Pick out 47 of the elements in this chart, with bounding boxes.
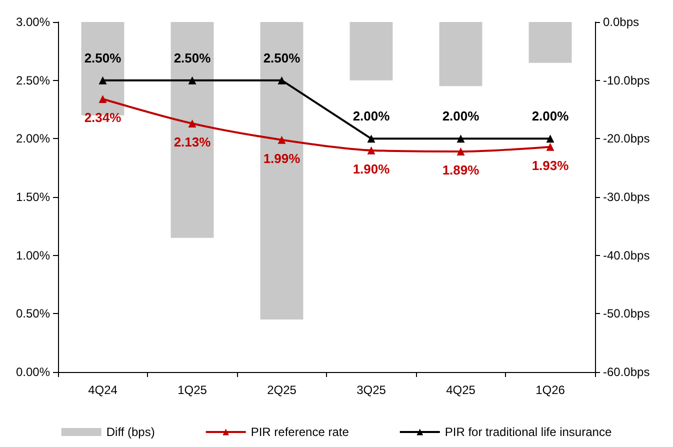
point xyxy=(188,120,196,128)
data-label: 2.00% xyxy=(532,108,570,124)
point xyxy=(546,142,554,151)
y2-tick-label: -40.0bps xyxy=(603,248,650,262)
y-tick-label: 0.50% xyxy=(16,306,50,321)
point xyxy=(188,76,196,84)
y2-tick-label: 0.0bps xyxy=(603,15,640,29)
legend-label: Diff (bps) xyxy=(106,425,155,439)
point xyxy=(98,95,107,103)
point xyxy=(278,76,286,84)
data-label: 1.99% xyxy=(263,150,301,166)
x-tick-label: 3Q25 xyxy=(356,383,386,397)
data-label: 1.89% xyxy=(442,162,480,178)
y-tick-label: 2.00% xyxy=(16,132,50,146)
y-tick-label: 1.00% xyxy=(16,248,50,262)
data-label: 1.90% xyxy=(352,161,390,176)
x-tick-label: 2Q25 xyxy=(267,383,297,397)
data-label: 2.34% xyxy=(84,110,122,125)
y-tick-label: 2.50% xyxy=(16,73,50,88)
point xyxy=(546,134,554,143)
point xyxy=(456,134,465,143)
data-label: 1.93% xyxy=(532,158,570,173)
x-tick-label: 1Q26 xyxy=(536,383,566,397)
y2-tick-label: -10.0bps xyxy=(603,73,650,88)
data-label: 2.00% xyxy=(352,108,390,124)
x-tick-label: 1Q25 xyxy=(178,383,208,397)
point xyxy=(98,76,107,84)
y-tick-label: 0.00% xyxy=(16,365,50,379)
y2-tick-label: -60.0bps xyxy=(603,365,650,379)
point xyxy=(367,146,376,154)
y-tick-label: 1.50% xyxy=(16,190,50,204)
data-label: 2.50% xyxy=(174,50,212,66)
point xyxy=(367,134,376,143)
y2-tick-label: -50.0bps xyxy=(603,306,650,321)
data-label: 2.00% xyxy=(442,108,480,124)
legend-label: PIR for traditional life insurance xyxy=(444,425,612,439)
data-label: 2.50% xyxy=(84,50,122,66)
x-tick-label: 4Q24 xyxy=(88,383,118,397)
y-tick-label: 3.00% xyxy=(16,15,50,29)
x-tick-label: 4Q25 xyxy=(446,383,476,397)
data-label: 2.50% xyxy=(263,50,301,66)
y2-tick-label: -20.0bps xyxy=(603,132,650,146)
point xyxy=(278,136,286,144)
point xyxy=(456,148,465,156)
y2-tick-label: -30.0bps xyxy=(603,190,650,204)
legend-label: PIR reference rate xyxy=(250,425,350,439)
data-label: 2.13% xyxy=(174,134,212,150)
